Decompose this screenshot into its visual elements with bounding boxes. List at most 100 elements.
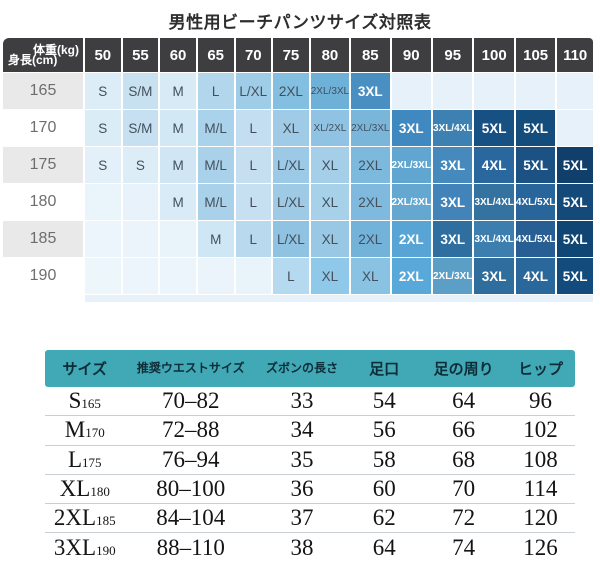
size-height-subscript: 170: [85, 425, 105, 441]
matrix-cell: XL: [351, 258, 390, 294]
spec-header-label: サイズ: [62, 361, 108, 378]
matrix-cell: 4XL: [515, 258, 556, 294]
matrix-cell: L/XL: [273, 184, 309, 220]
matrix-bottom-strip: [85, 295, 593, 302]
matrix-cell: 3XL/4XL: [474, 184, 514, 220]
matrix-cell: S/M: [122, 73, 159, 109]
size-height-subscript: 165: [81, 396, 101, 412]
height-label-cell: 190: [3, 258, 83, 294]
page-title: 男性用ビーチパンツサイズ対照表: [168, 13, 432, 32]
size-label: XL: [59, 476, 91, 502]
matrix-cell: 5XL: [515, 110, 556, 146]
matrix-cell-empty: [391, 73, 431, 109]
matrix-cell: S/M: [122, 110, 159, 146]
matrix-cell: 3XL: [432, 147, 473, 183]
matrix-cell-empty: [160, 258, 196, 294]
matrix-cell: M: [160, 184, 196, 220]
matrix-cell: L/XL: [273, 147, 309, 183]
weight-header-cell: 80: [310, 38, 350, 72]
spec-header-cell: ズボンの長さ: [257, 350, 347, 387]
spec-row: 2XL185 84–104 37 62 72 120: [45, 503, 575, 532]
matrix-cell: M/L: [197, 184, 234, 220]
spec-value-cell: 70: [452, 476, 476, 502]
spec-value-cell: 60: [372, 476, 396, 502]
matrix-cell: S: [85, 110, 121, 146]
matrix-cell: S: [122, 147, 159, 183]
size-height-subscript: 185: [96, 513, 116, 529]
spec-value-cell: 64: [372, 534, 396, 560]
matrix-cell: 2XL: [351, 184, 390, 220]
matrix-cell: M/L: [197, 147, 234, 183]
matrix-cell-empty: [122, 184, 159, 220]
matrix-cell: 2XL: [391, 258, 431, 294]
matrix-cell: XL: [310, 258, 350, 294]
weight-header-cell: 95: [432, 38, 473, 72]
matrix-cell: XL: [310, 147, 350, 183]
spec-header-cell: 推奨ウエストサイズ: [125, 350, 258, 387]
matrix-cell: M/L: [197, 110, 234, 146]
matrix-cell: L: [273, 258, 309, 294]
matrix-cell-empty: [122, 258, 159, 294]
matrix-cell: L: [235, 184, 272, 220]
matrix-cell: 3XL: [474, 258, 514, 294]
weight-header-cell: 105: [515, 38, 556, 72]
size-height-subscript: 175: [82, 454, 102, 470]
matrix-cell: 5XL: [557, 258, 593, 294]
size-label: 2XL: [53, 505, 97, 531]
matrix-cell: 2XL: [391, 221, 431, 257]
matrix-cell: 2XL: [351, 221, 390, 257]
matrix-cell: 5XL: [557, 147, 593, 183]
spec-value-cell: 76–94: [162, 446, 220, 472]
spec-row: S165 70–82 33 54 64 96: [45, 387, 575, 415]
matrix-cell: 3XL: [432, 221, 473, 257]
matrix-cell: M: [160, 147, 196, 183]
weight-header-cell: 85: [351, 38, 390, 72]
matrix-cell: M: [160, 110, 196, 146]
weight-header-cell: 110: [557, 38, 593, 72]
weight-header-cell: 70: [235, 38, 272, 72]
spec-size-cell: L175: [45, 447, 125, 473]
size-matrix: 体重(kg) 身長(cm) 50 55 60 65 70 75 80 85 90 95 100 105…: [3, 38, 593, 302]
size-label: L: [67, 446, 83, 472]
weight-header-cell: 100: [474, 38, 514, 72]
matrix-cell-empty: [85, 221, 121, 257]
spec-header-label: 足口: [369, 361, 400, 378]
height-label-cell: 170: [3, 110, 83, 146]
spec-value-cell: 126: [523, 534, 558, 560]
spec-value-cell: 72–88: [162, 417, 220, 443]
matrix-cell: 2XL/3XL: [432, 258, 473, 294]
size-height-subscript: 190: [96, 542, 116, 558]
matrix-cell: M: [160, 73, 196, 109]
spec-header-cell: サイズ: [45, 350, 125, 387]
spec-value-cell: 64: [452, 388, 476, 414]
weight-header-cell: 55: [122, 38, 159, 72]
spec-row: L175 76–94 35 58 68 108: [45, 444, 575, 474]
spec-table: サイズ 推奨ウエストサイズ ズボンの長さ 足口 足の周り ヒップ S165 70–82 33 5…: [45, 350, 575, 562]
height-label-cell: 175: [3, 147, 83, 183]
matrix-cell: L: [235, 221, 272, 257]
spec-value-cell: 114: [523, 476, 558, 502]
weight-axis-label: 体重(kg): [33, 43, 79, 57]
spec-value-cell: 36: [290, 476, 314, 502]
spec-header-label: 足の周り: [433, 361, 494, 378]
spec-value-cell: 37: [290, 505, 314, 531]
size-label: M: [64, 417, 86, 443]
matrix-cell: 5XL: [515, 147, 556, 183]
spec-header-label: ズボンの長さ: [266, 360, 339, 375]
weight-header-cell: 90: [391, 38, 431, 72]
weight-header-cell: 75: [273, 38, 309, 72]
matrix-cell: XL: [310, 221, 350, 257]
spec-table-body: S165 70–82 33 54 64 96 M170 72–88 34 56 66 102 L175 7…: [45, 387, 575, 562]
matrix-cell: 3XL: [432, 184, 473, 220]
spec-value-cell: 62: [372, 505, 396, 531]
spec-value-cell: 120: [523, 505, 558, 531]
matrix-cell-empty: [160, 221, 196, 257]
matrix-cell: L: [235, 147, 272, 183]
matrix-cell: 5XL: [557, 221, 593, 257]
spec-value-cell: 96: [529, 388, 553, 414]
spec-value-cell: 56: [372, 417, 396, 443]
spec-value-cell: 68: [452, 446, 476, 472]
spec-value-cell: 70–82: [162, 388, 220, 414]
spec-header-cell: 足口: [347, 350, 421, 387]
spec-value-cell: 84–104: [156, 505, 226, 531]
